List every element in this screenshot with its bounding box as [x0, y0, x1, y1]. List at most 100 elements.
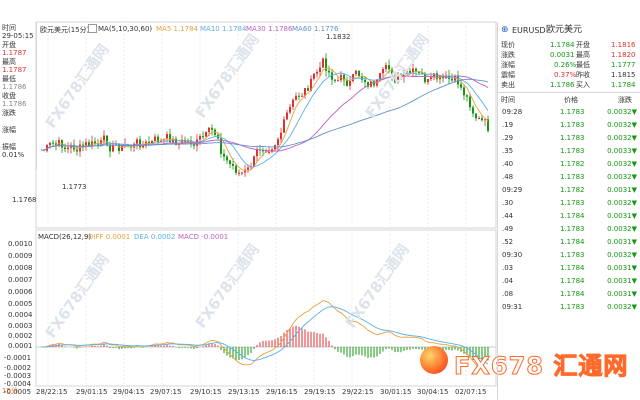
candle-body — [67, 147, 69, 150]
candle-body — [82, 144, 84, 146]
candlestick-chart[interactable] — [0, 0, 497, 400]
candle-body — [379, 73, 381, 80]
candle-body — [73, 144, 75, 150]
time-axis-tick: 29/13:15 — [228, 388, 260, 396]
candle-body — [394, 76, 396, 83]
candle-body — [331, 72, 333, 80]
chart-settings-checkbox[interactable] — [88, 24, 97, 33]
tick-time: .48 — [502, 173, 514, 181]
candle-body — [412, 68, 414, 73]
brand-logo: FX678 汇通网 — [453, 352, 629, 381]
time-axis-tick: 29/04:15 — [113, 388, 145, 396]
candle-body — [223, 153, 225, 157]
info-open-label: 开盘 — [2, 41, 16, 49]
candle-body — [175, 138, 177, 146]
quote-label: 震幅 — [501, 71, 515, 79]
macd-value-legend: MACD -0.0001 — [178, 233, 229, 241]
tick-row: .52 1.1784 0.0031▼ — [498, 236, 640, 249]
quote-label: 现价 — [501, 41, 515, 49]
tick-row: .19 1.1783 0.0032▼ — [498, 119, 640, 132]
candle-body — [85, 142, 87, 146]
candle-body — [403, 71, 405, 78]
tick-row: .29 1.1783 0.0032▼ — [498, 132, 640, 145]
ma-legend-label: MA(5,10,30,60) — [98, 25, 153, 33]
macd-diff-legend: DIFF 0.0001 — [88, 233, 131, 241]
candle-body — [154, 136, 156, 141]
candle-body — [211, 127, 213, 130]
chart-title: 欧元美元(15分) — [40, 26, 90, 34]
candle-body — [199, 136, 201, 140]
macd-axis-tick: -0.0001 — [4, 354, 32, 362]
quote-value: 1.1820 — [611, 51, 636, 59]
candle-body — [46, 145, 48, 151]
gear-icon[interactable]: ⊕ — [501, 25, 509, 35]
candle-body — [457, 76, 459, 85]
tick-row: .30 1.1783 0.0032▼ — [498, 197, 640, 210]
period-selector[interactable]: 15分 — [2, 387, 18, 395]
candle-body — [325, 58, 327, 71]
tick-price: 1.1783 — [560, 147, 585, 155]
macd-panel-frame — [35, 229, 497, 387]
ma5-legend: MA5 1.1784 — [156, 25, 198, 33]
candle-body — [283, 119, 285, 133]
ticks-header-change: 涨跌 — [618, 96, 632, 104]
quote-label: 开盘 — [576, 41, 590, 49]
tick-change: 0.0032▼ — [607, 160, 637, 168]
tick-change: 0.0032▼ — [607, 251, 637, 259]
candle-body — [472, 107, 474, 114]
quote-label: 卖出 — [501, 81, 515, 89]
macd-axis-tick: -0.0004 — [4, 380, 32, 388]
tick-time: 09:31 — [502, 303, 523, 311]
tick-price: 1.1783 — [560, 134, 585, 142]
tick-time: .08 — [502, 290, 514, 298]
candle-body — [106, 135, 108, 145]
candle-body — [406, 70, 408, 72]
quote-value: 0.26% — [554, 61, 577, 69]
quote-value: 1.1777 — [611, 61, 636, 69]
candle-body — [310, 78, 312, 91]
candle-body — [232, 163, 234, 166]
info-changepct-label: 涨幅 — [2, 126, 16, 134]
candle-body — [451, 78, 453, 81]
candle-body — [391, 69, 393, 77]
candle-body — [433, 73, 435, 78]
tick-change: 0.0031▼ — [607, 277, 637, 285]
candle-body — [52, 142, 54, 144]
candle-body — [421, 72, 423, 75]
macd-diff-line — [40, 300, 489, 374]
candle-body — [160, 140, 162, 143]
tick-price: 1.1783 — [560, 108, 585, 116]
quote-panel: ⊕ EURUSD 欧元美元 现价 1.1784 开盘 1.1816 涨跌 0.0… — [497, 22, 640, 400]
candle-body — [346, 80, 348, 86]
tick-change: 0.0032▼ — [607, 225, 637, 233]
quote-label: 最低 — [576, 61, 590, 69]
candle-body — [169, 134, 171, 143]
candle-body — [361, 75, 363, 80]
tick-row: 09:28 1.1783 0.0032▼ — [498, 106, 640, 119]
info-close-value: 1.1786 — [2, 100, 27, 108]
candle-body — [478, 117, 480, 119]
candle-body — [430, 77, 432, 80]
candle-body — [439, 76, 441, 80]
candle-body — [139, 139, 141, 148]
candle-body — [349, 81, 351, 86]
candle-body — [157, 136, 159, 143]
candle-body — [268, 151, 270, 153]
price-low-annotation: 1.1773 — [62, 183, 87, 191]
info-close-label: 收盘 — [2, 92, 16, 100]
tick-time: .04 — [502, 277, 514, 285]
candle-body — [322, 58, 324, 68]
tick-row: .49 1.1783 0.0032▼ — [498, 223, 640, 236]
tick-time: .44 — [502, 212, 514, 220]
tick-price: 1.1783 — [560, 173, 585, 181]
info-open-value: 1.1787 — [2, 49, 27, 57]
tick-change: 0.0031▼ — [607, 290, 637, 298]
candle-body — [241, 172, 243, 174]
candle-body — [328, 70, 330, 73]
candle-body — [49, 142, 51, 146]
macd-axis-tick: 0.0009 — [8, 252, 33, 260]
macd-axis-tick: 0.0007 — [8, 276, 33, 284]
candle-body — [193, 144, 195, 146]
ma60-legend: MA60 1.1776 — [292, 25, 339, 33]
time-axis-tick: 29/22:15 — [342, 388, 374, 396]
